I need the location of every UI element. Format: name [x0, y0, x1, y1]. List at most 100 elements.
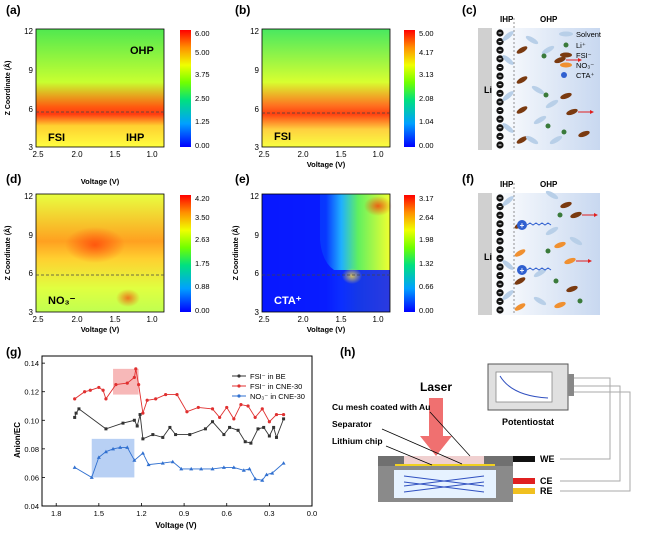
panel-e-cbar-tick: 1.98: [419, 235, 434, 244]
arrow-head-icon: [594, 213, 598, 217]
panel-e-cbar-tick: 1.32: [419, 259, 434, 268]
spring-icon: [403, 475, 485, 493]
data-point: [274, 412, 279, 417]
y-tick-label: 0.12: [24, 388, 39, 397]
panel-e-cbar-tick: 2.64: [419, 213, 434, 222]
panel-e-ytick: 3: [255, 308, 260, 317]
solvent-molecule: [541, 45, 555, 55]
legend-li: Li⁺: [576, 41, 586, 50]
data-point: [267, 434, 271, 438]
panel-b-xtick: 2.0: [297, 150, 309, 159]
data-point: [134, 367, 138, 371]
panel-d-cbar-tick: 1.75: [195, 259, 210, 268]
data-point: [231, 465, 236, 469]
panel-a-ihp-label: IHP: [126, 132, 144, 144]
panel-d-cbar-tick: 4.20: [195, 194, 210, 203]
panel-g-letter: (g): [6, 345, 21, 359]
fsi-anion: [554, 56, 566, 64]
curve-icon: [499, 375, 549, 399]
data-point: [199, 466, 204, 471]
panel-a-cbar-tick: 3.75: [195, 70, 210, 79]
panel-b-cbar-tick: 0.00: [419, 141, 434, 150]
data-point: [104, 427, 108, 431]
data-point: [232, 417, 236, 421]
panel-a-xtick: 2.0: [71, 150, 83, 159]
data-point: [146, 462, 151, 467]
x-tick-label: 1.2: [136, 509, 146, 518]
panel-b-cbar-tick: 2.08: [419, 94, 434, 103]
data-point: [281, 461, 286, 465]
panel-b-xtick: 1.5: [335, 150, 347, 159]
cell-chamber: [394, 470, 496, 498]
data-point: [185, 410, 189, 414]
panel-d-xtick: 2.5: [32, 315, 44, 324]
legend-marker: [237, 384, 241, 388]
data-point: [114, 382, 118, 387]
data-point: [104, 397, 108, 401]
legend-fsi: FSI⁻: [576, 51, 592, 60]
ce-label: CE: [540, 476, 553, 486]
cu-mesh-label: Cu mesh coated with Au: [332, 402, 430, 412]
panel-b-colorbar: [404, 30, 415, 147]
panel-a-cbar-tick: 6.00: [195, 29, 210, 38]
data-point: [141, 437, 145, 441]
fsi-anion: [570, 211, 582, 219]
solvent-molecule: [533, 115, 547, 125]
fsi-anion: [560, 201, 572, 209]
li-ion: [553, 278, 559, 284]
solvent-molecule: [502, 91, 514, 101]
data-point: [175, 392, 179, 397]
fsi-anion: [516, 136, 528, 144]
data-point: [247, 466, 252, 471]
re-label: RE: [540, 486, 553, 496]
data-point: [282, 417, 286, 421]
li-ion: [541, 53, 547, 59]
data-point: [264, 472, 269, 477]
panel-b-xlabel: Voltage (V): [307, 160, 346, 169]
panel-b-xtick: 1.0: [372, 150, 384, 159]
potentiostat-ports: [568, 374, 574, 396]
data-point: [256, 427, 260, 431]
data-point: [260, 407, 264, 411]
we-lead: [513, 456, 535, 462]
panel-e-xtick: 2.5: [258, 315, 270, 324]
panel-a-cbar-tick: 2.50: [195, 94, 210, 103]
data-point: [221, 465, 226, 469]
panel-d-ytick: 12: [24, 192, 33, 201]
panel-b-heatmap: [262, 29, 390, 147]
data-point: [267, 420, 271, 424]
panel-c-letter: (c): [462, 3, 477, 17]
panel-a: (a) OHP FSI IHP Z Coordinate (Å) 12 9 6 …: [3, 3, 210, 159]
panel-d-cbar-tick: 3.50: [195, 213, 210, 222]
y-tick-label: 0.04: [24, 502, 39, 511]
fsi-anion: [516, 76, 528, 84]
data-point: [89, 475, 94, 479]
legend-solvent: Solvent: [576, 30, 602, 39]
panel-e: (e) CTA⁺ Z Coordinate (Å) 12 9 6 3 2.5 2…: [231, 172, 434, 334]
no3-anion: [554, 241, 566, 249]
legend-no3: NO₃⁻: [576, 61, 594, 70]
panel-a-ytick: 12: [24, 27, 33, 36]
panel-f-letter: (f): [462, 172, 474, 186]
y-tick-label: 0.14: [24, 359, 39, 368]
data-point: [125, 381, 129, 385]
panel-b-fsi-label: FSI: [274, 131, 291, 143]
solvent-molecule: [502, 123, 514, 133]
panel-f: (f) Li IHP OHP + +: [462, 172, 600, 315]
no3-anion: [554, 301, 566, 309]
panel-c-li-label: Li: [484, 85, 492, 95]
panel-e-colorbar: [404, 195, 415, 312]
data-point: [222, 433, 226, 437]
panel-d-xtick: 2.0: [71, 315, 83, 324]
data-point: [249, 441, 253, 445]
data-point: [260, 478, 265, 482]
data-point: [125, 445, 130, 449]
fsi-legend-icon: [560, 52, 572, 58]
panel-a-cbar-tick: 1.25: [195, 117, 210, 126]
data-point: [73, 415, 77, 419]
data-point: [236, 428, 240, 432]
data-point: [145, 398, 149, 402]
panel-g-xlabel: Voltage (V): [155, 521, 197, 530]
panel-g-ylabel: Anion/EC: [13, 422, 22, 458]
panel-e-cta-label: CTA⁺: [274, 295, 302, 307]
